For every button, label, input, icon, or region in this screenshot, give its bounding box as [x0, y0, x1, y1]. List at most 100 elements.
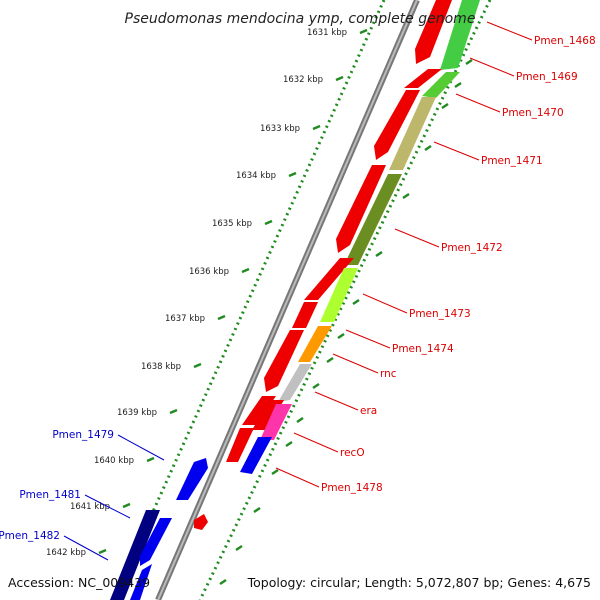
footer: Accession: NC_009439 Topology: circular;…: [8, 575, 591, 590]
ruler-tick-mark: [241, 267, 250, 274]
gene-label[interactable]: Pmen_1481: [19, 489, 81, 501]
gene-label[interactable]: Pmen_1468: [534, 35, 596, 47]
ruler-tick-mark: [217, 314, 226, 321]
ruler-tick-mark: [465, 58, 473, 66]
gene-label-leader: [84, 494, 131, 519]
gene-era[interactable]: [278, 364, 312, 402]
accession-text: Accession: NC_009439: [8, 575, 150, 590]
gene-label[interactable]: Pmen_1474: [392, 343, 454, 355]
ruler-tick-mark: [454, 81, 462, 89]
ruler-tick-label: 1633 kbp: [260, 124, 300, 134]
gene-pmen-1481[interactable]: [110, 510, 160, 600]
ruler-tick-label: 1637 kbp: [165, 314, 205, 324]
gene-pmen-1472[interactable]: [344, 174, 402, 265]
ruler-tick-mark: [193, 362, 202, 369]
ruler-tick-mark: [359, 28, 368, 35]
ruler-tick-mark: [335, 75, 344, 82]
ruler-tick-mark: [352, 298, 360, 306]
ruler-tick-label: 1634 kbp: [236, 171, 276, 181]
ruler-tick-mark: [326, 356, 334, 364]
gene-label[interactable]: Pmen_1473: [409, 308, 471, 320]
gene-pmen-1471-red[interactable]: [336, 165, 386, 253]
gene-label[interactable]: Pmen_1470: [502, 107, 564, 119]
ruler-tick-label: 1635 kbp: [212, 219, 252, 229]
gene-label[interactable]: Pmen_1471: [481, 155, 543, 167]
ruler-tick-mark: [337, 332, 345, 340]
gene-label[interactable]: Pmen_1472: [441, 242, 503, 254]
gene-era-red[interactable]: [242, 396, 276, 425]
ruler-tick-mark: [235, 544, 243, 552]
gene-label[interactable]: Pmen_1478: [321, 482, 383, 494]
gene-pmen-1477-red[interactable]: [226, 428, 254, 462]
gene-label-leader: [455, 93, 501, 113]
ruler-tick-label: 1632 kbp: [283, 75, 323, 85]
gene-recO[interactable]: [260, 404, 292, 440]
gene-pmen-1474-red[interactable]: [292, 302, 318, 328]
gene-label-leader: [332, 353, 379, 374]
gene-pmen-1474-b[interactable]: [264, 330, 304, 392]
gene-label-leader: [275, 467, 320, 488]
ruler-tick-label: 1631 kbp: [307, 28, 347, 38]
ruler-tick-label: 1641 kbp: [70, 502, 110, 512]
genome-backbone: [155, 0, 420, 600]
ruler-tick-mark: [288, 171, 297, 178]
gene-pmen-1478[interactable]: [240, 437, 272, 474]
gene-label[interactable]: era: [360, 405, 377, 417]
gene-pmen-1482[interactable]: [130, 564, 152, 600]
gene-label-leader: [117, 434, 165, 461]
gene-pmen-1468[interactable]: [440, 0, 480, 70]
ruler-tick-mark: [219, 578, 227, 586]
ruler-tick-label: 1642 kbp: [46, 548, 86, 558]
gene-pmen-1480[interactable]: [194, 514, 208, 530]
gene-label-leader: [314, 391, 359, 411]
gene-label-leader: [345, 329, 391, 349]
forward-strand-genes: [226, 0, 480, 474]
ruler-tick-mark: [264, 219, 273, 226]
gene-label-leader: [433, 141, 480, 161]
ruler-line-left: [111, 0, 386, 600]
ruler-tick-mark: [402, 192, 410, 200]
ruler-ticks: 1631 kbp 1632 kbp 1633 kbp 1634 kbp 1635 kbp…: [46, 28, 473, 586]
gene-pmen-1469-a[interactable]: [404, 69, 442, 88]
gene-pmen-1479[interactable]: [176, 458, 208, 500]
ruler-tick-label: 1639 kbp: [117, 408, 157, 418]
gene-pmen-1467[interactable]: [415, 0, 452, 64]
ruler-tick-mark: [146, 456, 155, 463]
gene-label[interactable]: Pmen_1482: [0, 530, 60, 542]
gene-pmen-1469-b[interactable]: [422, 72, 460, 98]
gene-pmen-1470[interactable]: [389, 97, 436, 170]
gene-label-leader: [394, 228, 440, 248]
ruler-tick-label: 1638 kbp: [141, 362, 181, 372]
ruler-tick-mark: [424, 144, 432, 152]
gene-label[interactable]: rnc: [380, 368, 397, 380]
gene-labels: Pmen_1468 Pmen_1469 Pmen_1470 Pmen_1471 Pmen…: [0, 21, 596, 561]
gene-label-leader: [469, 57, 515, 77]
gene-pmen-1481-b[interactable]: [140, 518, 172, 566]
ruler-tick-mark: [271, 468, 279, 476]
ruler-tick-label: 1640 kbp: [94, 456, 134, 466]
gene-label[interactable]: Pmen_1479: [52, 429, 114, 441]
ruler-tick-mark: [312, 382, 320, 390]
ruler-tick-mark: [122, 502, 131, 509]
gene-pmen-1470-red[interactable]: [374, 90, 420, 160]
ruler-tick-label: 1636 kbp: [189, 267, 229, 277]
gene-label-leader: [293, 432, 339, 453]
gene-label-leader: [486, 21, 533, 41]
gene-rnc-red[interactable]: [298, 326, 332, 362]
gene-label-leader: [362, 293, 408, 314]
ruler-tick-mark: [296, 416, 304, 424]
ruler-tick-mark: [98, 548, 107, 555]
ruler-tick-mark: [312, 124, 321, 131]
gene-label[interactable]: recO: [340, 447, 365, 459]
ruler-tick-mark: [441, 102, 449, 110]
gene-label[interactable]: Pmen_1469: [516, 71, 578, 83]
reverse-strand-genes: [110, 458, 208, 600]
ruler-tick-mark: [253, 506, 261, 514]
ruler-tick-mark: [169, 408, 178, 415]
ruler-tick-mark: [375, 250, 383, 258]
gene-label-leader: [63, 535, 109, 561]
ruler-line-right: [198, 0, 492, 600]
gene-pmen-1473[interactable]: [320, 268, 358, 322]
map-title: Pseudomonas mendocina ymp, complete geno…: [125, 11, 476, 27]
gene-pmen-1472-red[interactable]: [304, 258, 354, 300]
